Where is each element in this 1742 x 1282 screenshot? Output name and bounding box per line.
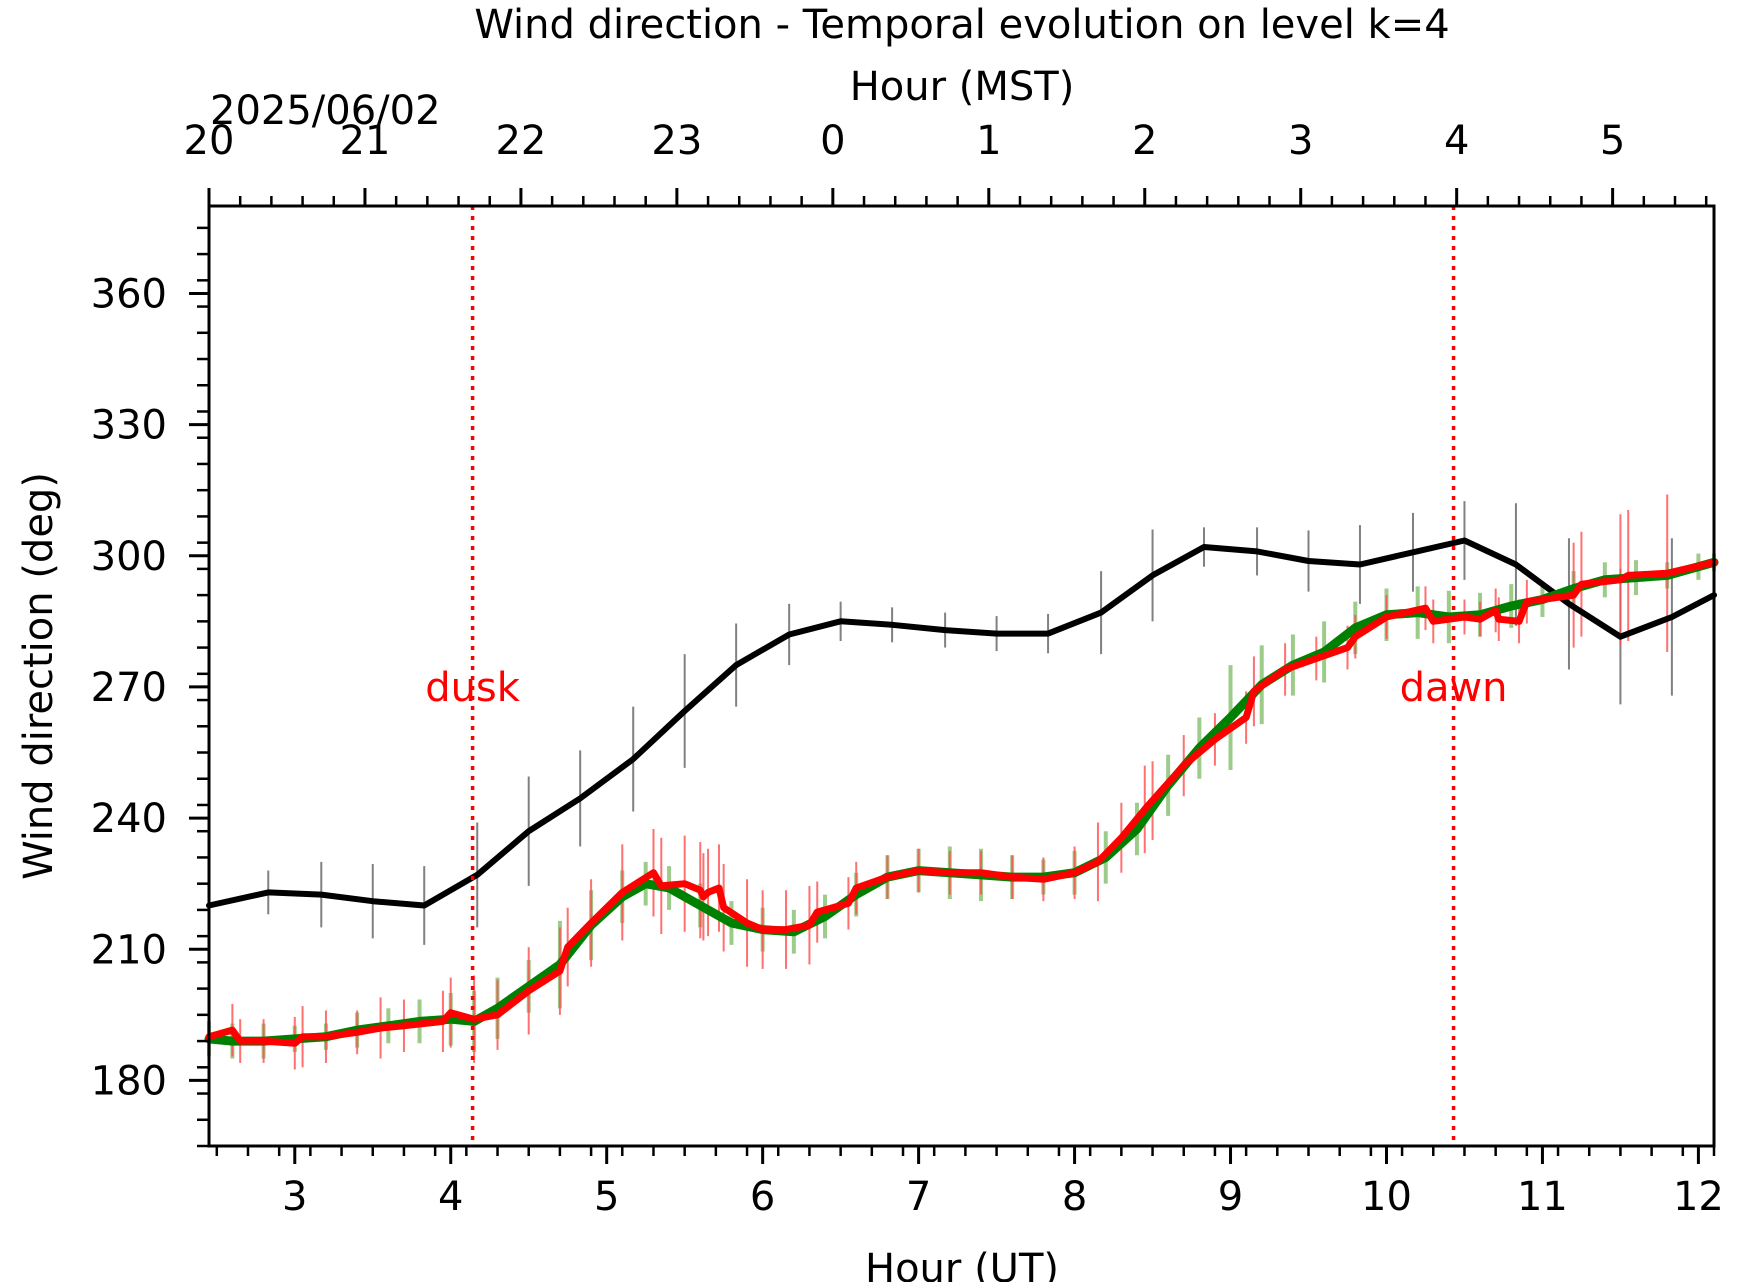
y-tick-label: 270 bbox=[91, 665, 167, 711]
top-x-tick-label: 3 bbox=[1288, 118, 1313, 164]
x-tick-label: 7 bbox=[906, 1174, 931, 1220]
error-bars bbox=[207, 483, 1716, 1070]
top-x-tick-label: 20 bbox=[184, 118, 235, 164]
top-x-tick-label: 22 bbox=[495, 118, 546, 164]
x-tick-label: 3 bbox=[282, 1174, 307, 1220]
x-tick-label: 4 bbox=[438, 1174, 463, 1220]
event-lines: dusk dawn bbox=[425, 206, 1508, 1146]
x-axis-title: Hour (UT) bbox=[865, 1246, 1059, 1282]
chart-title: Wind direction - Temporal evolution on l… bbox=[474, 2, 1449, 48]
x-tick-label: 8 bbox=[1062, 1174, 1087, 1220]
dusk-label: dusk bbox=[425, 665, 521, 711]
top-x-tick-label: 0 bbox=[820, 118, 845, 164]
y-tick-label: 180 bbox=[91, 1058, 167, 1104]
dawn-label: dawn bbox=[1400, 665, 1508, 711]
top-x-tick-label: 21 bbox=[340, 118, 391, 164]
top-x-tick-label: 1 bbox=[976, 118, 1001, 164]
plot-frame bbox=[207, 204, 1716, 1148]
y-tick-label: 210 bbox=[91, 927, 167, 973]
x-tick-label: 6 bbox=[750, 1174, 775, 1220]
series-line-red bbox=[205, 558, 1718, 1047]
data-series bbox=[204, 537, 1719, 1047]
x-tick-label: 11 bbox=[1517, 1174, 1568, 1220]
x-tick-label: 12 bbox=[1673, 1174, 1724, 1220]
date-label: 2025/06/02 bbox=[210, 88, 441, 134]
y-tick-label: 240 bbox=[91, 796, 167, 842]
top-x-tick-label: 5 bbox=[1600, 118, 1625, 164]
top-x-tick-label: 2 bbox=[1132, 118, 1157, 164]
x-tick-label: 9 bbox=[1218, 1174, 1243, 1220]
x-tick-label: 5 bbox=[594, 1174, 619, 1220]
y-axis-title: Wind direction (deg) bbox=[16, 472, 62, 880]
top-x-axis-title: Hour (MST) bbox=[850, 64, 1075, 110]
y-tick-label: 300 bbox=[91, 534, 167, 580]
top-x-tick-label: 4 bbox=[1444, 118, 1469, 164]
y-tick-label: 330 bbox=[91, 403, 167, 449]
x-tick-label: 10 bbox=[1361, 1174, 1412, 1220]
series-line-black bbox=[206, 537, 1717, 909]
y-tick-label: 360 bbox=[91, 271, 167, 317]
top-x-tick-label: 23 bbox=[651, 118, 702, 164]
